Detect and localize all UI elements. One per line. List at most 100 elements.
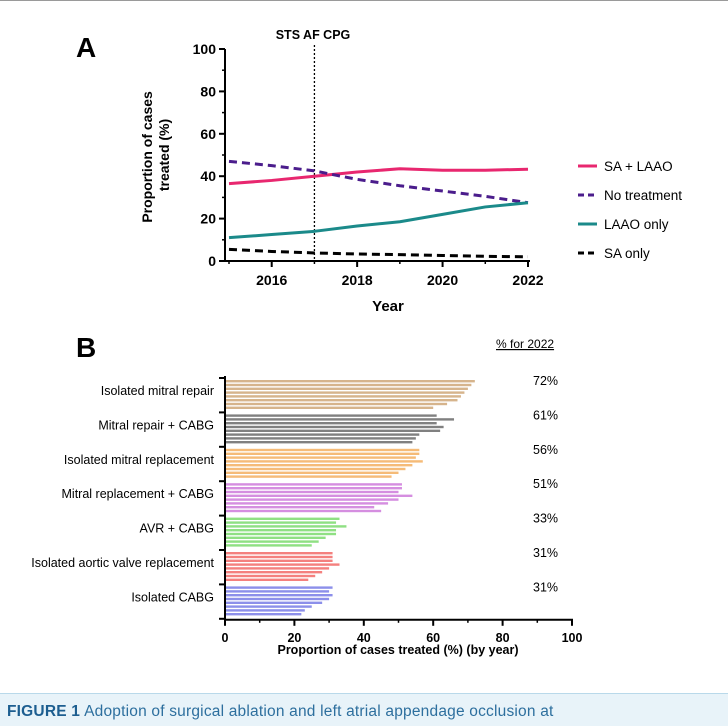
bar [225,540,319,543]
bar [225,597,330,601]
x-tick-label: 60 [426,631,440,645]
category-label: Mitral replacement + CABG [62,487,214,501]
bar [225,555,333,559]
bar [225,594,333,597]
bar [225,395,461,398]
top-border [0,0,728,1]
bar [225,483,402,486]
bar [225,586,333,589]
bar [225,506,375,509]
caption-label: FIGURE 1 [7,703,81,720]
bar [225,509,382,513]
bar [225,536,326,539]
y-tick-label: 100 [193,41,217,57]
bar [225,456,416,459]
value-2022-label: 61% [533,408,558,422]
x-axis-label-b: Proportion of cases treated (%) (by year… [277,643,518,657]
panel-b: B % for 2022 Proportion of cases treated… [31,332,582,657]
x-tick-label: 2018 [342,272,373,288]
x-tick-label: 100 [562,631,583,645]
y-tick-label: 0 [208,253,216,269]
value-2022-label: 31% [533,546,558,560]
bar [225,532,337,536]
panel-a: A STS AF CPG Proportion of cases treated… [76,28,682,315]
bar [225,471,399,474]
bar [225,380,475,383]
x-tick-label: 40 [357,631,371,645]
category-label: Isolated aortic valve replacement [31,556,214,570]
y-tick-label: 60 [200,126,216,142]
bar [225,567,330,570]
bar [225,475,392,478]
bar [225,609,305,612]
series-line [228,167,529,186]
bar [225,383,472,387]
bar [225,525,347,528]
bar [225,448,420,452]
bar [225,464,413,467]
bar [225,521,337,524]
x-tick-label: 2020 [427,272,458,288]
bar [225,402,448,406]
x-tick-label: 20 [287,631,301,645]
caption-text: Adoption of surgical ablation and left a… [84,703,554,720]
bar [225,578,309,581]
caption-box: FIGURE 1 Adoption of surgical ablation an… [0,693,728,726]
category-label: Isolated mitral repair [101,384,214,398]
bar [225,559,333,562]
bars-b [225,380,475,616]
y-tick-label: 20 [200,211,216,227]
value-2022-label: 72% [533,374,558,388]
axes-b: Isolated mitral repair 72% Mitral repair +… [31,374,582,645]
category-label: Isolated CABG [131,590,214,604]
value-2022-label: 51% [533,477,558,491]
bar [225,422,437,425]
figure-canvas: A STS AF CPG Proportion of cases treated… [31,28,682,657]
bar [225,590,330,593]
bar [225,494,413,497]
bar [225,406,434,409]
bar [225,601,323,604]
y-axis-label: Proportion of cases treated (%) [139,87,172,222]
panel-b-label: B [76,332,96,363]
bar [225,387,468,390]
bar [225,574,316,578]
category-label: Mitral repair + CABG [98,418,214,432]
bar [225,490,399,494]
legend-label: LAAO only [604,217,669,232]
bar [225,529,337,532]
legend: SA + LAAO No treatment LAAO only SA only [578,159,682,261]
bar [225,502,389,505]
value-2022-label: 56% [533,443,558,457]
bar [225,544,312,547]
value-2022-label: 31% [533,580,558,594]
series-line [228,201,529,240]
value-2022-label: 33% [533,512,558,526]
bar [225,414,437,417]
series-lines [228,159,529,259]
bar [225,437,416,440]
x-axis-label: Year [372,298,404,315]
bar [225,433,420,436]
legend-label: SA + LAAO [604,159,673,174]
x-tick-label: 80 [496,631,510,645]
bar [225,418,455,421]
bar [225,429,441,432]
bar [225,563,340,566]
bar [225,460,423,463]
bar [225,605,312,608]
bar [225,487,402,490]
bar [225,467,406,471]
bar [225,498,399,501]
series-line [228,159,529,205]
bar [225,452,420,455]
x-tick-label: 0 [222,631,229,645]
axes-a: 0 20 40 60 80 100 2016 2018 2020 2022 [193,41,544,288]
bar [225,552,333,555]
legend-label: SA only [604,246,650,261]
bar [225,517,340,520]
legend-label: No treatment [604,188,682,203]
y-tick-label: 80 [200,83,216,99]
x-tick-label: 2016 [256,272,287,288]
bar [225,571,323,574]
